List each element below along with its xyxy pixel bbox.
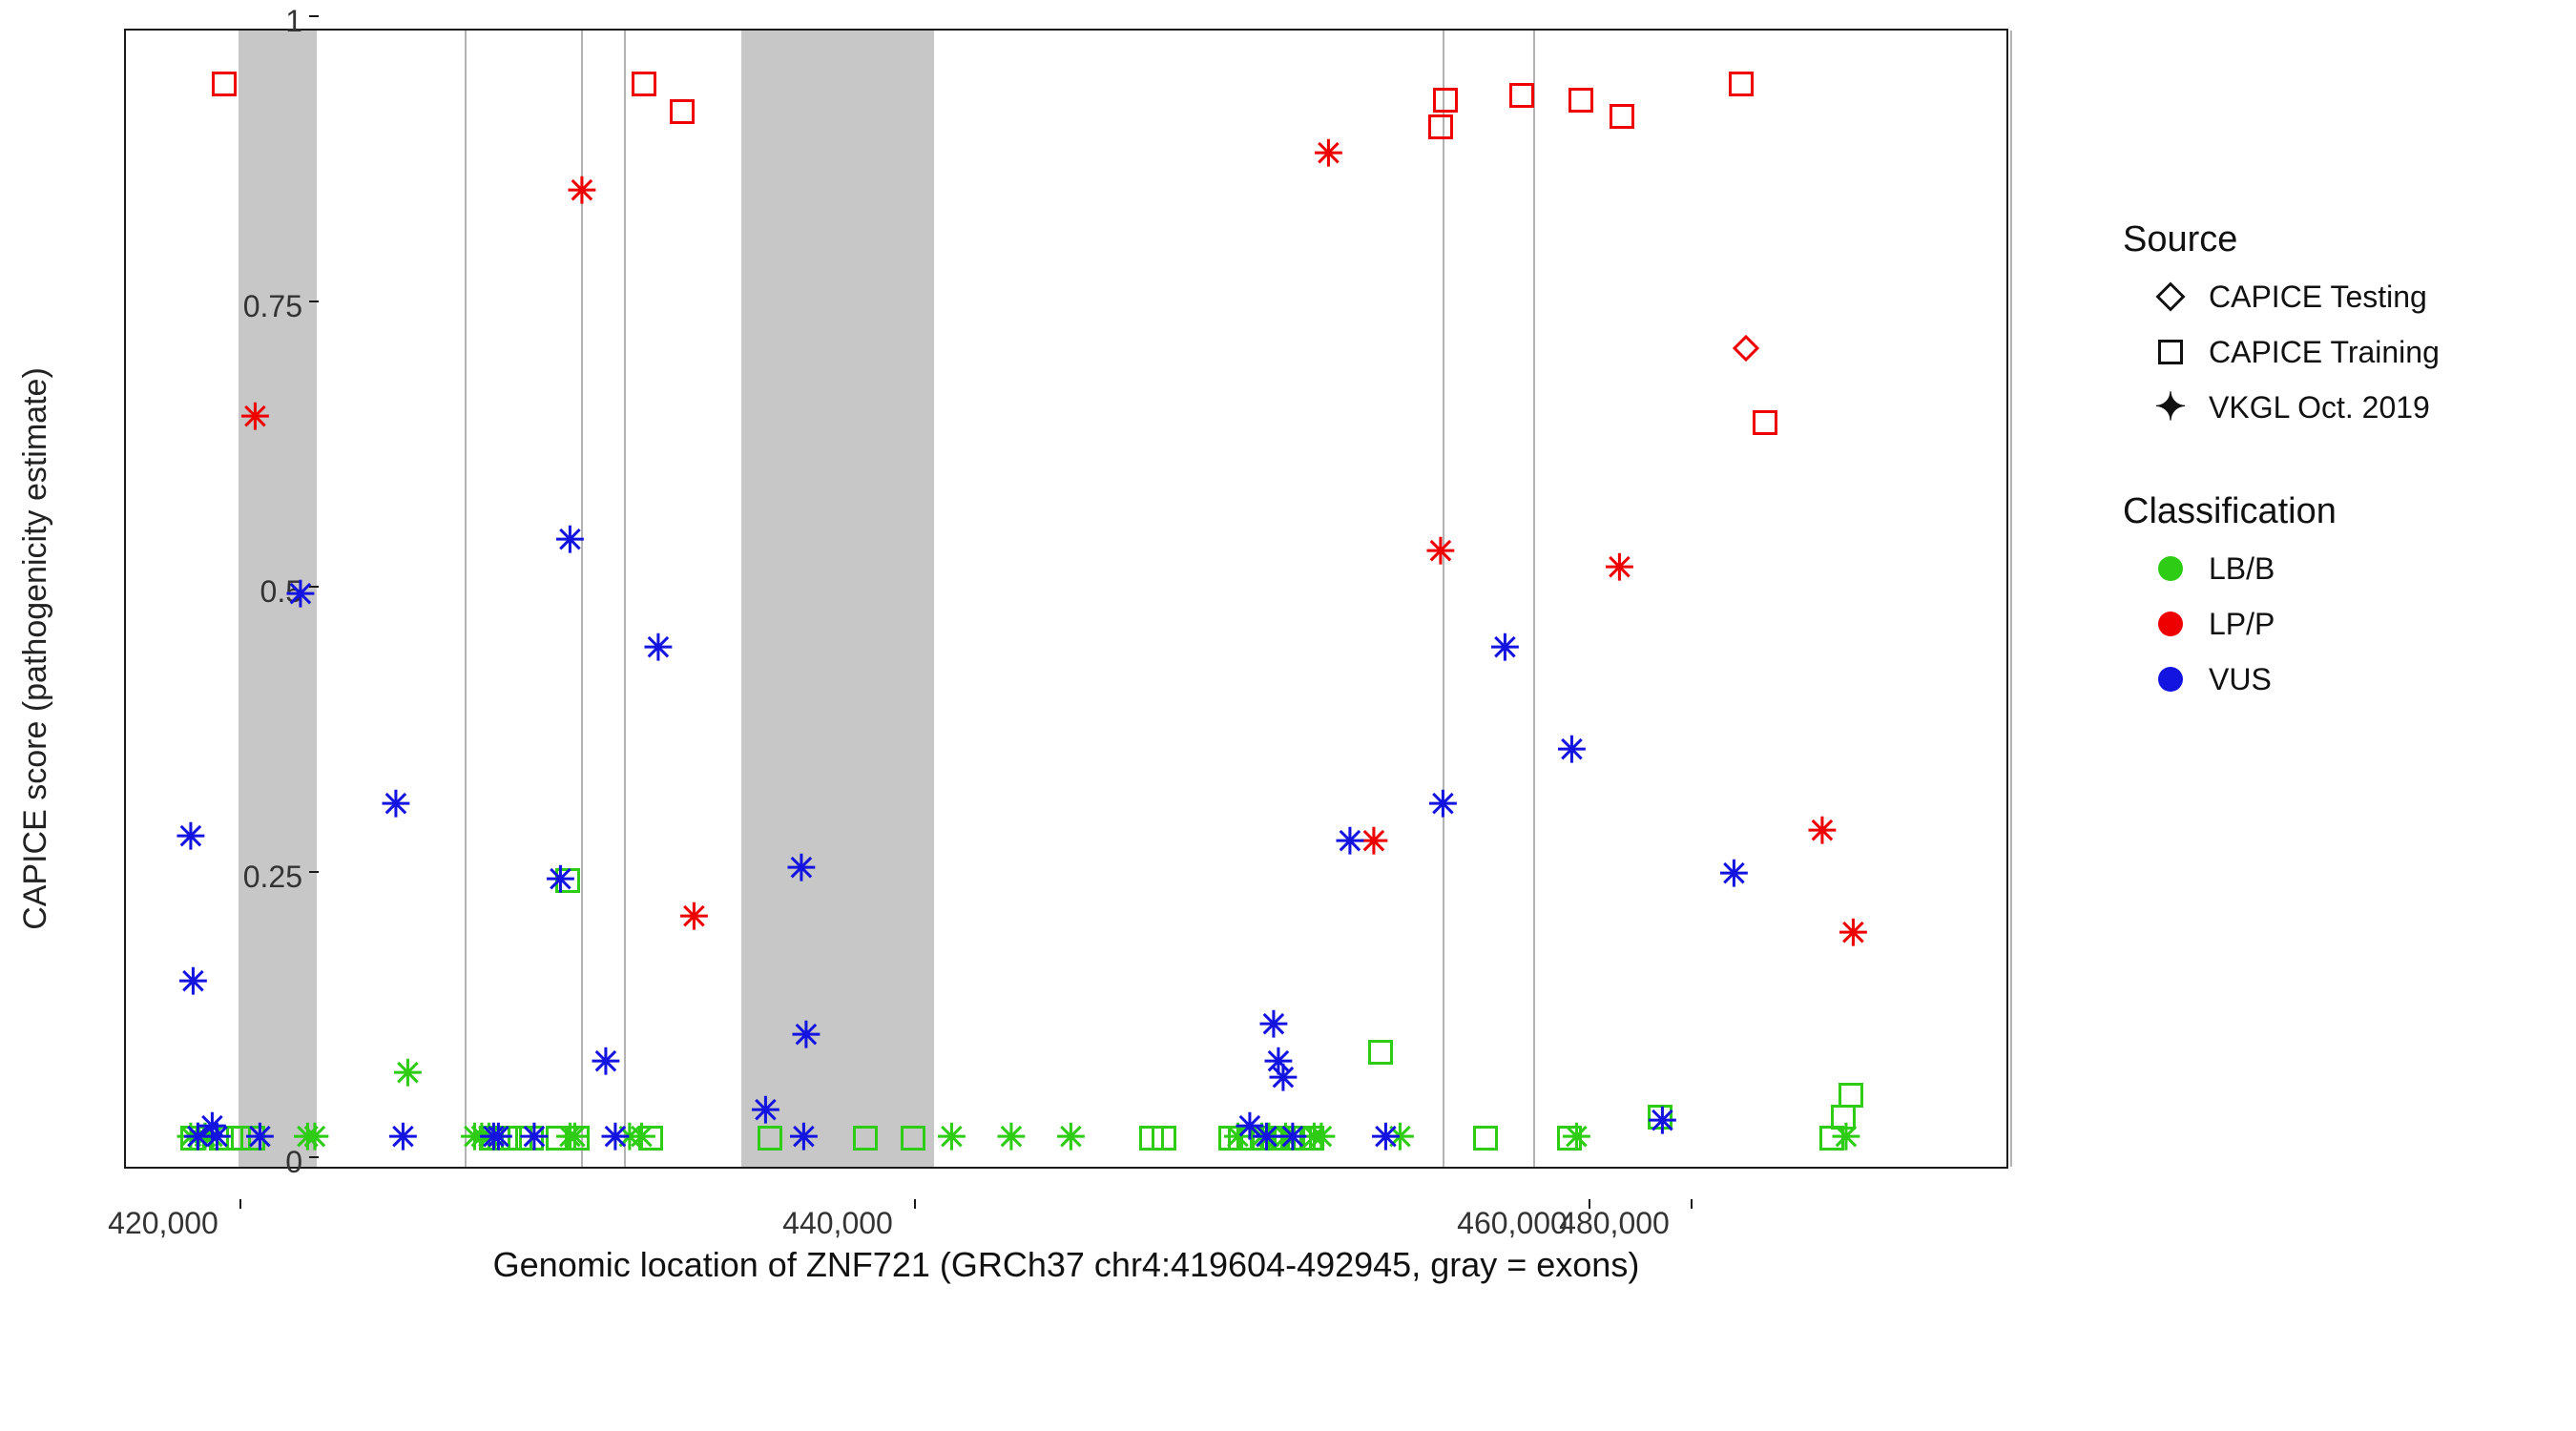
data-point-vus-26[interactable]: ✳ [1278, 1126, 1302, 1151]
data-point-lb-b-vkgl-7[interactable]: ✳ [300, 1126, 324, 1151]
data-point-lp-p-vkgl-6[interactable]: ✳ [1807, 819, 1832, 844]
data-point-lp-p-vkgl-1[interactable]: ✳ [567, 179, 592, 204]
data-point-lb-b-capice-training-31[interactable] [1831, 1105, 1856, 1130]
legend-source-title: Source [2123, 219, 2552, 260]
data-point-lp-p-vkgl-2[interactable]: ✳ [679, 905, 704, 930]
plot-area: 0 0.25 0.5 0.75 1 420,000 440,000 460,00… [124, 29, 2008, 1169]
data-point-vus-0[interactable]: ✳ [176, 825, 200, 850]
x-tick-mark-440000 [914, 1199, 916, 1209]
blue-dot-icon [2151, 660, 2190, 698]
data-point-vus-7[interactable]: ✳ [643, 636, 668, 661]
data-point-vus-22[interactable]: ✳ [1252, 1126, 1277, 1151]
data-point-vus-20[interactable]: ✳ [789, 1126, 814, 1151]
x-tick-480000: 480,000 [1538, 1206, 1691, 1241]
data-point-lp-p-capice-training-5[interactable] [1509, 83, 1534, 108]
legend-label-capice-testing: CAPICE Testing [2209, 280, 2427, 315]
legend-item-vus: VUS [2151, 660, 2552, 698]
data-point-vus-18[interactable]: ✳ [519, 1126, 544, 1151]
data-point-lb-b-capice-training-11[interactable] [638, 1126, 663, 1151]
x-tick-mark-420000 [239, 1199, 241, 1209]
data-point-vus-4[interactable]: ✳ [546, 868, 571, 893]
y-tick-mark-100 [309, 15, 319, 17]
x-tick-440000: 440,000 [761, 1206, 914, 1241]
legend: Source CAPICE Testing CAPICE Training ✦ … [2123, 219, 2552, 716]
data-point-vus-32[interactable]: ✳ [1719, 862, 1744, 887]
red-dot-icon [2151, 605, 2190, 643]
asterisk-icon: ✦ [2151, 388, 2190, 426]
data-point-lp-p-vkgl-3[interactable]: ✳ [1314, 142, 1339, 167]
data-point-lb-b-capice-training-32[interactable] [1839, 1083, 1863, 1108]
data-point-lb-b-capice-training-28[interactable] [1557, 1126, 1582, 1151]
data-point-vus-8[interactable]: ✳ [751, 1099, 776, 1124]
data-point-lp-p-capice-training-2[interactable] [670, 99, 695, 124]
data-point-vus-14[interactable]: ✳ [245, 1126, 270, 1151]
legend-label-vkgl: VKGL Oct. 2019 [2209, 390, 2430, 425]
data-point-lb-b-capice-training-26[interactable] [1368, 1040, 1393, 1065]
data-point-vus-28[interactable]: ✳ [1428, 793, 1453, 818]
y-axis-label: CAPICE score (pathogenicity estimate) [17, 219, 54, 1078]
data-point-lb-b-capice-training-30[interactable] [1819, 1126, 1844, 1151]
data-point-lp-p-capice-testing-0[interactable] [1732, 334, 1758, 361]
data-point-vus-19[interactable]: ✳ [600, 1126, 625, 1151]
data-point-vus-27[interactable]: ✳ [1335, 830, 1360, 855]
data-point-lp-p-vkgl-5[interactable]: ✳ [1605, 556, 1630, 581]
data-point-vus-1[interactable]: ✳ [178, 970, 203, 995]
data-point-vus-2[interactable]: ✳ [285, 583, 310, 608]
exon-boundary-line-6 [2010, 31, 2012, 1167]
data-point-lb-b-vkgl-16[interactable]: ✳ [1056, 1126, 1081, 1151]
data-point-vus-6[interactable]: ✳ [591, 1050, 615, 1075]
data-point-vus-15[interactable]: ✳ [388, 1126, 413, 1151]
data-point-vus-33[interactable]: ✳ [1371, 1126, 1396, 1151]
legend-label-capice-training: CAPICE Training [2209, 335, 2440, 370]
data-point-vus-13[interactable]: ✳ [202, 1126, 227, 1151]
x-axis-title: Genomic location of ZNF721 (GRCh37 chr4:… [124, 1245, 2008, 1285]
data-point-vus-23[interactable]: ✳ [1258, 1013, 1283, 1038]
legend-classification-title: Classification [2123, 491, 2552, 532]
data-point-lb-b-capice-training-27[interactable] [1473, 1126, 1498, 1151]
data-point-lb-b-vkgl-14[interactable]: ✳ [937, 1126, 962, 1151]
data-point-vus-5[interactable]: ✳ [555, 529, 580, 553]
legend-label-lbb: LB/B [2209, 551, 2275, 587]
data-point-lp-p-capice-training-4[interactable] [1433, 88, 1458, 113]
legend-item-capice-testing: CAPICE Testing [2151, 278, 2552, 316]
square-icon [2151, 333, 2190, 371]
data-point-lp-p-capice-training-6[interactable] [1568, 88, 1593, 113]
data-point-vus-10[interactable]: ✳ [791, 1024, 816, 1048]
x-tick-420000: 420,000 [87, 1206, 239, 1241]
data-point-vus-17[interactable]: ✳ [484, 1126, 509, 1151]
data-point-lp-p-capice-training-8[interactable] [1729, 72, 1754, 96]
legend-label-vus: VUS [2209, 662, 2272, 697]
legend-item-capice-training: CAPICE Training [2151, 333, 2552, 371]
legend-item-lbb: LB/B [2151, 550, 2552, 588]
diamond-icon [2151, 278, 2190, 316]
data-point-vus-30[interactable]: ✳ [1557, 738, 1582, 763]
data-point-lb-b-capice-training-16[interactable] [1152, 1126, 1176, 1151]
data-point-lp-p-vkgl-7[interactable]: ✳ [1839, 922, 1863, 946]
data-point-vus-31[interactable]: ✳ [1648, 1110, 1672, 1134]
legend-label-lpp: LP/P [2209, 607, 2275, 642]
data-point-lb-b-vkgl-0[interactable]: ✳ [393, 1062, 418, 1087]
data-point-lb-b-capice-training-14[interactable] [901, 1126, 925, 1151]
data-point-lp-p-capice-training-1[interactable] [632, 72, 656, 96]
data-point-vus-9[interactable]: ✳ [786, 857, 811, 881]
data-point-lb-b-capice-training-13[interactable] [853, 1126, 878, 1151]
data-point-vus-25[interactable]: ✳ [1268, 1067, 1293, 1091]
data-point-vus-29[interactable]: ✳ [1490, 636, 1515, 661]
data-points-layer: ✳ ✳ ✳ ✳ ✳ ✳ ✳ ✳ ✳ ✳ ✳ ✳ ✳ ✳ ✳ ✳ ✳ ✳ ✳ ✳ ✳ ✳ ✳ ✳ ✳ ✳ ✳ ✳ ✳ ✳ ✳ ✳ ✳ ✳ ✳ ✳ ✳ ✳ ✳ ✳… [126, 31, 2006, 1167]
data-point-lp-p-capice-training-7[interactable] [1610, 104, 1634, 129]
data-point-lp-p-capice-training-3[interactable] [1428, 114, 1453, 139]
data-point-lp-p-vkgl-0[interactable]: ✳ [240, 405, 265, 430]
data-point-lb-b-vkgl-15[interactable]: ✳ [996, 1126, 1021, 1151]
data-point-lb-b-capice-training-10[interactable] [565, 1126, 590, 1151]
legend-item-vkgl: ✦ VKGL Oct. 2019 [2151, 388, 2552, 426]
data-point-lp-p-vkgl-4[interactable]: ✳ [1425, 540, 1450, 565]
chart-root: 0 0.25 0.5 0.75 1 420,000 440,000 460,00… [0, 0, 2576, 1431]
green-dot-icon [2151, 550, 2190, 588]
legend-item-lpp: LP/P [2151, 605, 2552, 643]
data-point-vus-3[interactable]: ✳ [381, 793, 405, 818]
data-point-lp-p-capice-training-0[interactable] [212, 72, 237, 96]
x-tick-mark-480000 [1691, 1199, 1693, 1209]
data-point-lp-p-capice-training-9[interactable] [1753, 410, 1777, 435]
